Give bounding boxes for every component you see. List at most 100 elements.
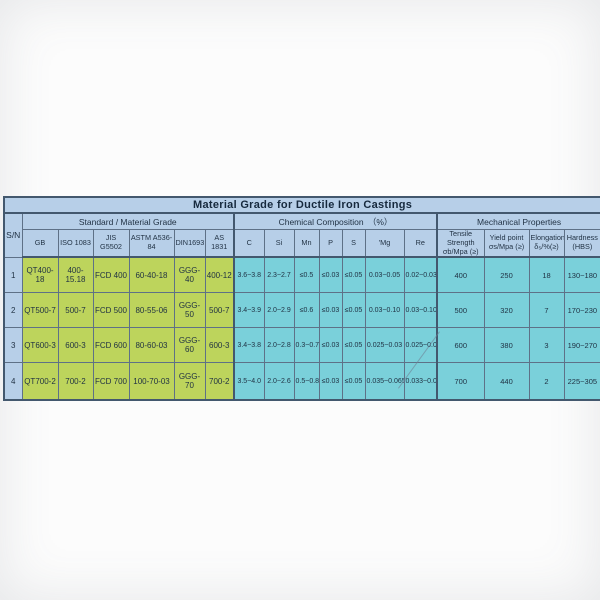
- cell-re: 0.02~0.03: [403, 256, 438, 294]
- col-header-as1831: AS 1831: [204, 229, 235, 259]
- cell-astm: 60-40-18: [128, 256, 175, 294]
- cell-re: 0.03~0.10: [403, 292, 438, 329]
- cell-jis: FCD 700: [92, 362, 130, 401]
- cell-si: 2.0~2.9: [263, 292, 295, 329]
- cell-din: GGG-70: [173, 362, 206, 401]
- cell-as: 400-12: [204, 256, 235, 294]
- cell-iso: 700-2: [57, 362, 94, 401]
- cell-iso: 500-7: [57, 292, 94, 329]
- table-row: 1 QT400-18 400-15.18 FCD 400 60-40-18 GG…: [3, 256, 600, 294]
- cell-hardness: 225~305: [563, 362, 600, 401]
- cell-yield: 380: [483, 327, 530, 364]
- cell-c: 3.6~3.8: [233, 256, 265, 294]
- cell-s: ≤0.05: [341, 327, 366, 364]
- cell-tensile: 600: [436, 327, 485, 364]
- cell-as: 500-7: [204, 292, 235, 329]
- cell-elongation: 3: [528, 327, 565, 364]
- title-row: Material Grade for Ductile Iron Castings: [3, 196, 600, 214]
- cell-si: 2.3~2.7: [263, 256, 295, 294]
- col-header-re: Re: [403, 229, 438, 259]
- page-title: Material Grade for Ductile Iron Castings: [3, 196, 600, 214]
- cell-hardness: 190~270: [563, 327, 600, 364]
- group-header-row: S/N Standard / Material Grade Chemical C…: [3, 212, 600, 258]
- cell-elongation: 2: [528, 362, 565, 401]
- cell-si: 2.0~2.6: [263, 362, 295, 401]
- cell-yield: 250: [483, 256, 530, 294]
- cell-jis: FCD 500: [92, 292, 130, 329]
- cell-elongation: 7: [528, 292, 565, 329]
- cell-mg: 0.025~0.03: [364, 327, 405, 364]
- cell-iso: 400-15.18: [57, 256, 94, 294]
- cell-astm: 80-60-03: [128, 327, 175, 364]
- col-header-sn: S/N: [3, 212, 23, 258]
- cell-tensile: 700: [436, 362, 485, 401]
- cell-mn: 0.5~0.8: [293, 362, 320, 401]
- sub-header-row: GB ISO 1083 JIS G5502 ASTM A536-84 DIN16…: [4, 229, 600, 259]
- cell-p: ≤0.03: [318, 256, 343, 294]
- col-header-jis-g5502: JIS G5502: [92, 229, 130, 259]
- col-header-gb: GB: [21, 229, 59, 259]
- cell-mn: 0.3~0.7: [293, 327, 320, 364]
- cell-sn: 4: [3, 362, 23, 401]
- cell-yield: 320: [483, 292, 530, 329]
- cell-s: ≤0.05: [341, 362, 366, 401]
- col-header-s: S: [341, 229, 366, 259]
- cell-gb: QT700-2: [21, 362, 59, 401]
- cell-yield: 440: [483, 362, 530, 401]
- col-header-elongation: Elongation δ₅/%(≥): [528, 229, 565, 259]
- cell-s: ≤0.05: [341, 292, 366, 329]
- cell-c: 3.4~3.8: [233, 327, 265, 364]
- table-row: 2 QT500-7 500-7 FCD 500 80-55-06 GGG-50 …: [3, 292, 600, 329]
- cell-iso: 600-3: [57, 327, 94, 364]
- col-header-mg: 'Mg: [364, 229, 405, 259]
- table-row: 3 QT600-3 600-3 FCD 600 80-60-03 GGG-60 …: [3, 327, 600, 364]
- cell-s: ≤0.05: [341, 256, 366, 294]
- cell-si: 2.0~2.8: [263, 327, 295, 364]
- cell-sn: 1: [3, 256, 23, 294]
- cell-as: 600-3: [204, 327, 235, 364]
- group-header-chemical: Chemical Composition （%）: [233, 212, 438, 230]
- col-header-p: P: [318, 229, 343, 259]
- table-row: 4 QT700-2 700-2 FCD 700 100-70-03 GGG-70…: [3, 362, 600, 401]
- cell-gb: QT500-7: [21, 292, 59, 329]
- cell-as: 700-2: [204, 362, 235, 401]
- cell-sn: 3: [3, 327, 23, 364]
- col-header-yield-point: Yield point σs/Mpa (≥): [483, 229, 530, 259]
- cell-din: GGG-50: [173, 292, 206, 329]
- col-header-hardness: Hardness (HBS): [563, 229, 600, 259]
- cell-tensile: 500: [436, 292, 485, 329]
- cell-re: 0.033~0.065: [403, 362, 438, 401]
- col-header-c: C: [233, 229, 265, 259]
- cell-din: GGG-40: [173, 256, 206, 294]
- col-header-si: Si: [263, 229, 295, 259]
- cell-p: ≤0.03: [318, 327, 343, 364]
- col-header-astm-a536: ASTM A536-84: [128, 229, 175, 259]
- cell-mn: ≤0.6: [293, 292, 320, 329]
- cell-gb: QT600-3: [21, 327, 59, 364]
- col-header-tensile-strength: Tensile Strength σb/Mpa (≥): [436, 229, 485, 259]
- col-header-iso1083: ISO 1083: [57, 229, 94, 259]
- cell-gb: QT400-18: [21, 256, 59, 294]
- group-header-standard: Standard / Material Grade: [21, 212, 235, 230]
- cell-din: GGG-60: [173, 327, 206, 364]
- cell-mg: 0.03~0.10: [364, 292, 405, 329]
- cell-hardness: 170~230: [563, 292, 600, 329]
- material-grade-table: Material Grade for Ductile Iron Castings…: [3, 196, 600, 402]
- cell-mn: ≤0.5: [293, 256, 320, 294]
- cell-p: ≤0.03: [318, 362, 343, 401]
- cell-astm: 80-55-06: [128, 292, 175, 329]
- cell-elongation: 18: [528, 256, 565, 294]
- cell-jis: FCD 600: [92, 327, 130, 364]
- cell-jis: FCD 400: [92, 256, 130, 294]
- cell-hardness: 130~180: [563, 256, 600, 294]
- cell-mg: 0.035~0.065: [364, 362, 405, 401]
- cell-mg: 0.03~0.05: [364, 256, 405, 294]
- cell-p: ≤0.03: [318, 292, 343, 329]
- cell-astm: 100-70-03: [128, 362, 175, 401]
- cell-sn: 2: [3, 292, 23, 329]
- cell-c: 3.4~3.9: [233, 292, 265, 329]
- col-header-mn: Mn: [293, 229, 320, 259]
- cell-c: 3.5~4.0: [233, 362, 265, 401]
- group-header-mechanical: Mechanical Properties: [435, 212, 600, 230]
